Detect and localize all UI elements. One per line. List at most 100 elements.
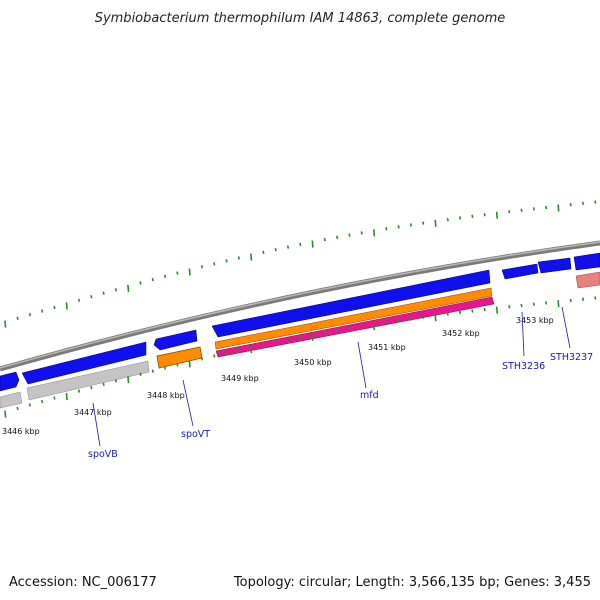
minor-tick <box>114 379 118 383</box>
minor-tick <box>28 313 31 317</box>
cds-feature-mfd[interactable] <box>211 269 491 338</box>
ruler-label: 3448 kbp <box>147 391 185 400</box>
minor-tick <box>594 200 597 204</box>
minor-tick <box>274 340 277 345</box>
gene-feature-magenta-mfd[interactable] <box>215 296 495 358</box>
minor-tick <box>200 357 204 361</box>
minor-tick <box>77 298 81 302</box>
gene-label-spovb[interactable]: spoVB <box>88 449 118 460</box>
minor-tick <box>176 363 179 367</box>
gene-feature-pink[interactable] <box>575 271 600 289</box>
minor-tick <box>151 277 154 282</box>
ruler-labels: 3446 kbp 3447 kbp 3448 kbp 3449 kbp 3450… <box>2 316 554 436</box>
minor-tick <box>532 207 535 211</box>
minor-tick <box>471 309 474 313</box>
minor-tick <box>508 210 511 214</box>
cds-feature[interactable] <box>153 329 198 351</box>
minor-tick <box>77 389 81 393</box>
ruler-label: 3453 kbp <box>516 316 554 325</box>
major-tick <box>557 300 560 308</box>
major-tick <box>250 253 253 261</box>
gene-labels: spoVB spoVT mfd STH3236 STH3237 <box>88 352 593 460</box>
gene-features <box>0 271 600 409</box>
minor-tick <box>520 303 523 308</box>
cds-feature[interactable] <box>0 371 20 392</box>
minor-tick <box>237 348 240 352</box>
minor-tick <box>41 309 44 313</box>
forward-strand-features <box>0 252 600 392</box>
minor-tick <box>385 227 388 231</box>
major-tick <box>127 284 130 292</box>
gene-label-sth3236[interactable]: STH3236 <box>502 361 545 372</box>
map-title: Symbiobacterium thermophilum IAM 14863, … <box>95 11 506 26</box>
minor-tick <box>360 231 363 235</box>
minor-tick <box>164 366 167 370</box>
minor-tick <box>262 250 265 254</box>
major-tick <box>311 333 314 341</box>
minor-tick <box>336 235 339 239</box>
cds-feature-spovb[interactable] <box>21 341 147 385</box>
minor-tick <box>41 399 44 404</box>
minor-tick <box>274 247 277 252</box>
gene-label-spovt[interactable]: spoVT <box>181 429 210 440</box>
gene-label-sth3237[interactable]: STH3237 <box>550 352 593 363</box>
minor-tick <box>102 291 105 295</box>
minor-tick <box>409 317 413 321</box>
ruler-label: 3452 kbp <box>442 329 480 338</box>
minor-tick <box>483 307 486 312</box>
ruler-label: 3449 kbp <box>221 374 259 383</box>
minor-tick <box>299 335 302 340</box>
minor-tick <box>151 369 154 373</box>
minor-tick <box>459 216 462 220</box>
minor-tick <box>532 302 535 306</box>
minor-tick <box>114 288 118 292</box>
major-tick <box>250 346 253 354</box>
inner-tick-ring <box>4 296 597 418</box>
gene-feature-gray-spovb[interactable] <box>26 360 150 401</box>
minor-tick <box>237 256 240 260</box>
minor-tick <box>262 343 265 347</box>
minor-tick <box>397 319 400 323</box>
minor-tick <box>200 265 204 269</box>
ruler-label: 3450 kbp <box>294 358 332 367</box>
major-tick <box>372 229 376 237</box>
minor-tick <box>520 208 523 212</box>
minor-tick <box>53 305 56 310</box>
cds-feature-sth3236[interactable] <box>501 263 539 280</box>
minor-tick <box>176 271 179 275</box>
major-tick <box>188 360 191 368</box>
minor-tick <box>90 295 93 299</box>
gene-label-mfd[interactable]: mfd <box>360 390 379 401</box>
minor-tick <box>446 217 449 222</box>
minor-tick <box>90 385 93 390</box>
ruler-label: 3451 kbp <box>368 343 406 352</box>
minor-tick <box>483 213 486 217</box>
minor-tick <box>225 351 228 355</box>
cds-feature[interactable] <box>573 252 600 271</box>
major-tick <box>434 314 437 322</box>
minor-tick <box>102 382 105 386</box>
minor-tick <box>299 242 302 247</box>
minor-tick <box>581 297 585 301</box>
ruler-label: 3446 kbp <box>2 427 40 436</box>
gene-feature-gray[interactable] <box>0 391 23 409</box>
minor-tick <box>53 396 56 400</box>
major-tick <box>495 211 499 219</box>
minor-tick <box>213 262 216 266</box>
minor-tick <box>569 203 572 207</box>
minor-tick <box>409 223 413 227</box>
gene-feature-orange-mfd[interactable] <box>214 287 493 350</box>
minor-tick <box>323 237 326 242</box>
gene-feature-orange-spovt[interactable] <box>156 346 203 369</box>
genome-backbone <box>0 240 600 372</box>
minor-tick <box>508 305 511 309</box>
major-tick <box>4 320 7 328</box>
minor-tick <box>225 259 228 263</box>
minor-tick <box>139 281 142 285</box>
accession-text: Accession: NC_006177 <box>9 575 157 590</box>
minor-tick <box>348 326 351 331</box>
major-tick <box>65 392 68 401</box>
major-tick <box>434 219 437 227</box>
cds-feature-sth3237[interactable] <box>537 257 572 274</box>
minor-tick <box>581 201 585 206</box>
